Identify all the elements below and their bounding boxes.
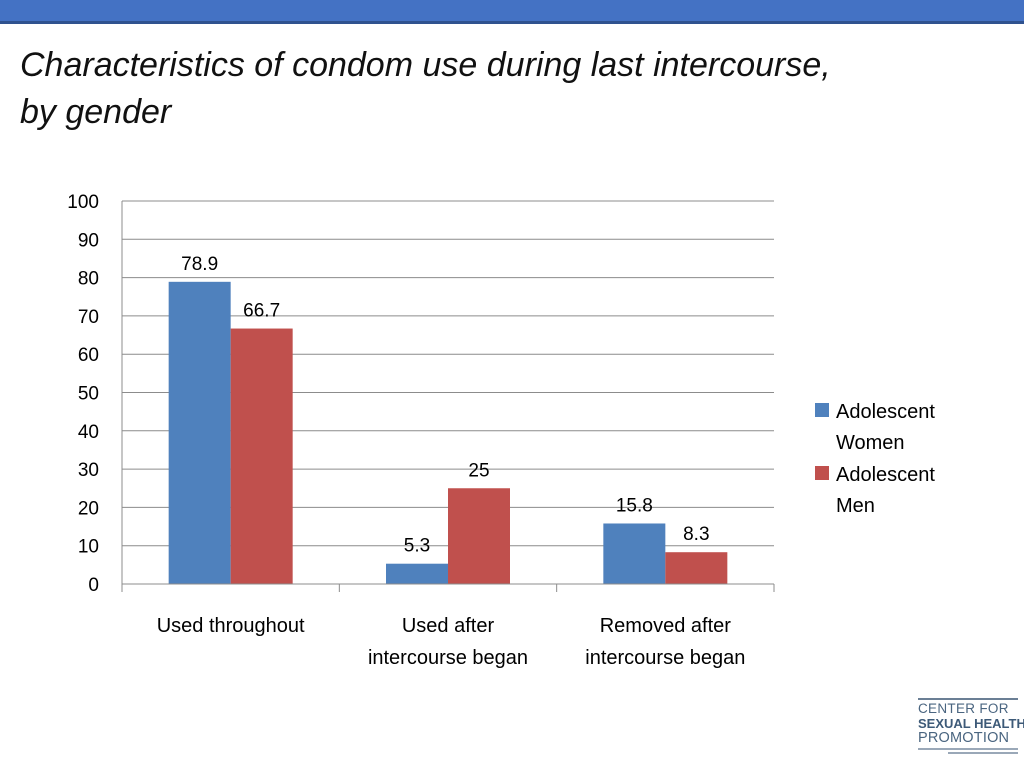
y-tick-label: 70 <box>78 307 99 328</box>
x-tick-label: Removed after <box>600 615 732 637</box>
legend-swatch <box>815 466 829 480</box>
data-label: 66.7 <box>243 301 280 322</box>
center-logo: CENTER FOR SEXUAL HEALTH PROMOTION <box>918 698 1024 760</box>
logo-fine-print <box>918 748 1018 756</box>
data-label: 78.9 <box>181 254 218 275</box>
logo-line-2: SEXUAL HEALTH <box>918 715 1024 731</box>
y-tick-label: 20 <box>78 498 99 519</box>
slide-title-line-2: by gender <box>20 93 172 131</box>
bar <box>448 488 510 584</box>
logo-rule <box>918 698 1018 700</box>
y-tick-label: 0 <box>88 575 99 596</box>
logo-line-1: CENTER FOR <box>918 701 1009 716</box>
slide-title-line-1: Characteristics of condom use during las… <box>20 46 831 84</box>
data-label: 15.8 <box>616 495 653 516</box>
bar <box>603 523 666 584</box>
legend-label: Men <box>836 495 875 517</box>
logo-line-3: PROMOTION <box>918 729 1010 746</box>
y-tick-label: 50 <box>78 384 99 405</box>
bar <box>168 281 231 584</box>
legend-label: Adolescent <box>836 464 935 486</box>
x-tick-label: Used throughout <box>157 615 305 637</box>
y-tick-label: 100 <box>67 192 99 213</box>
data-label: 8.3 <box>683 524 709 545</box>
data-label: 25 <box>468 460 489 481</box>
x-tick-label: intercourse began <box>585 647 745 669</box>
bar <box>230 328 293 584</box>
top-banner <box>0 0 1024 24</box>
x-tick-label: Used after <box>402 615 495 637</box>
legend-swatch <box>815 403 829 417</box>
slide-title: Characteristics of condom use during las… <box>20 42 980 136</box>
y-tick-label: 30 <box>78 460 99 481</box>
legend-label: Women <box>836 432 905 454</box>
y-tick-label: 10 <box>78 537 99 558</box>
y-tick-label: 60 <box>78 345 99 366</box>
y-tick-label: 90 <box>78 230 99 251</box>
data-label: 5.3 <box>404 536 430 557</box>
bar <box>386 563 448 584</box>
y-tick-label: 80 <box>78 269 99 290</box>
y-tick-label: 40 <box>78 422 99 443</box>
x-tick-label: intercourse began <box>368 647 528 669</box>
bar <box>665 552 728 584</box>
legend-label: Adolescent <box>836 401 935 423</box>
